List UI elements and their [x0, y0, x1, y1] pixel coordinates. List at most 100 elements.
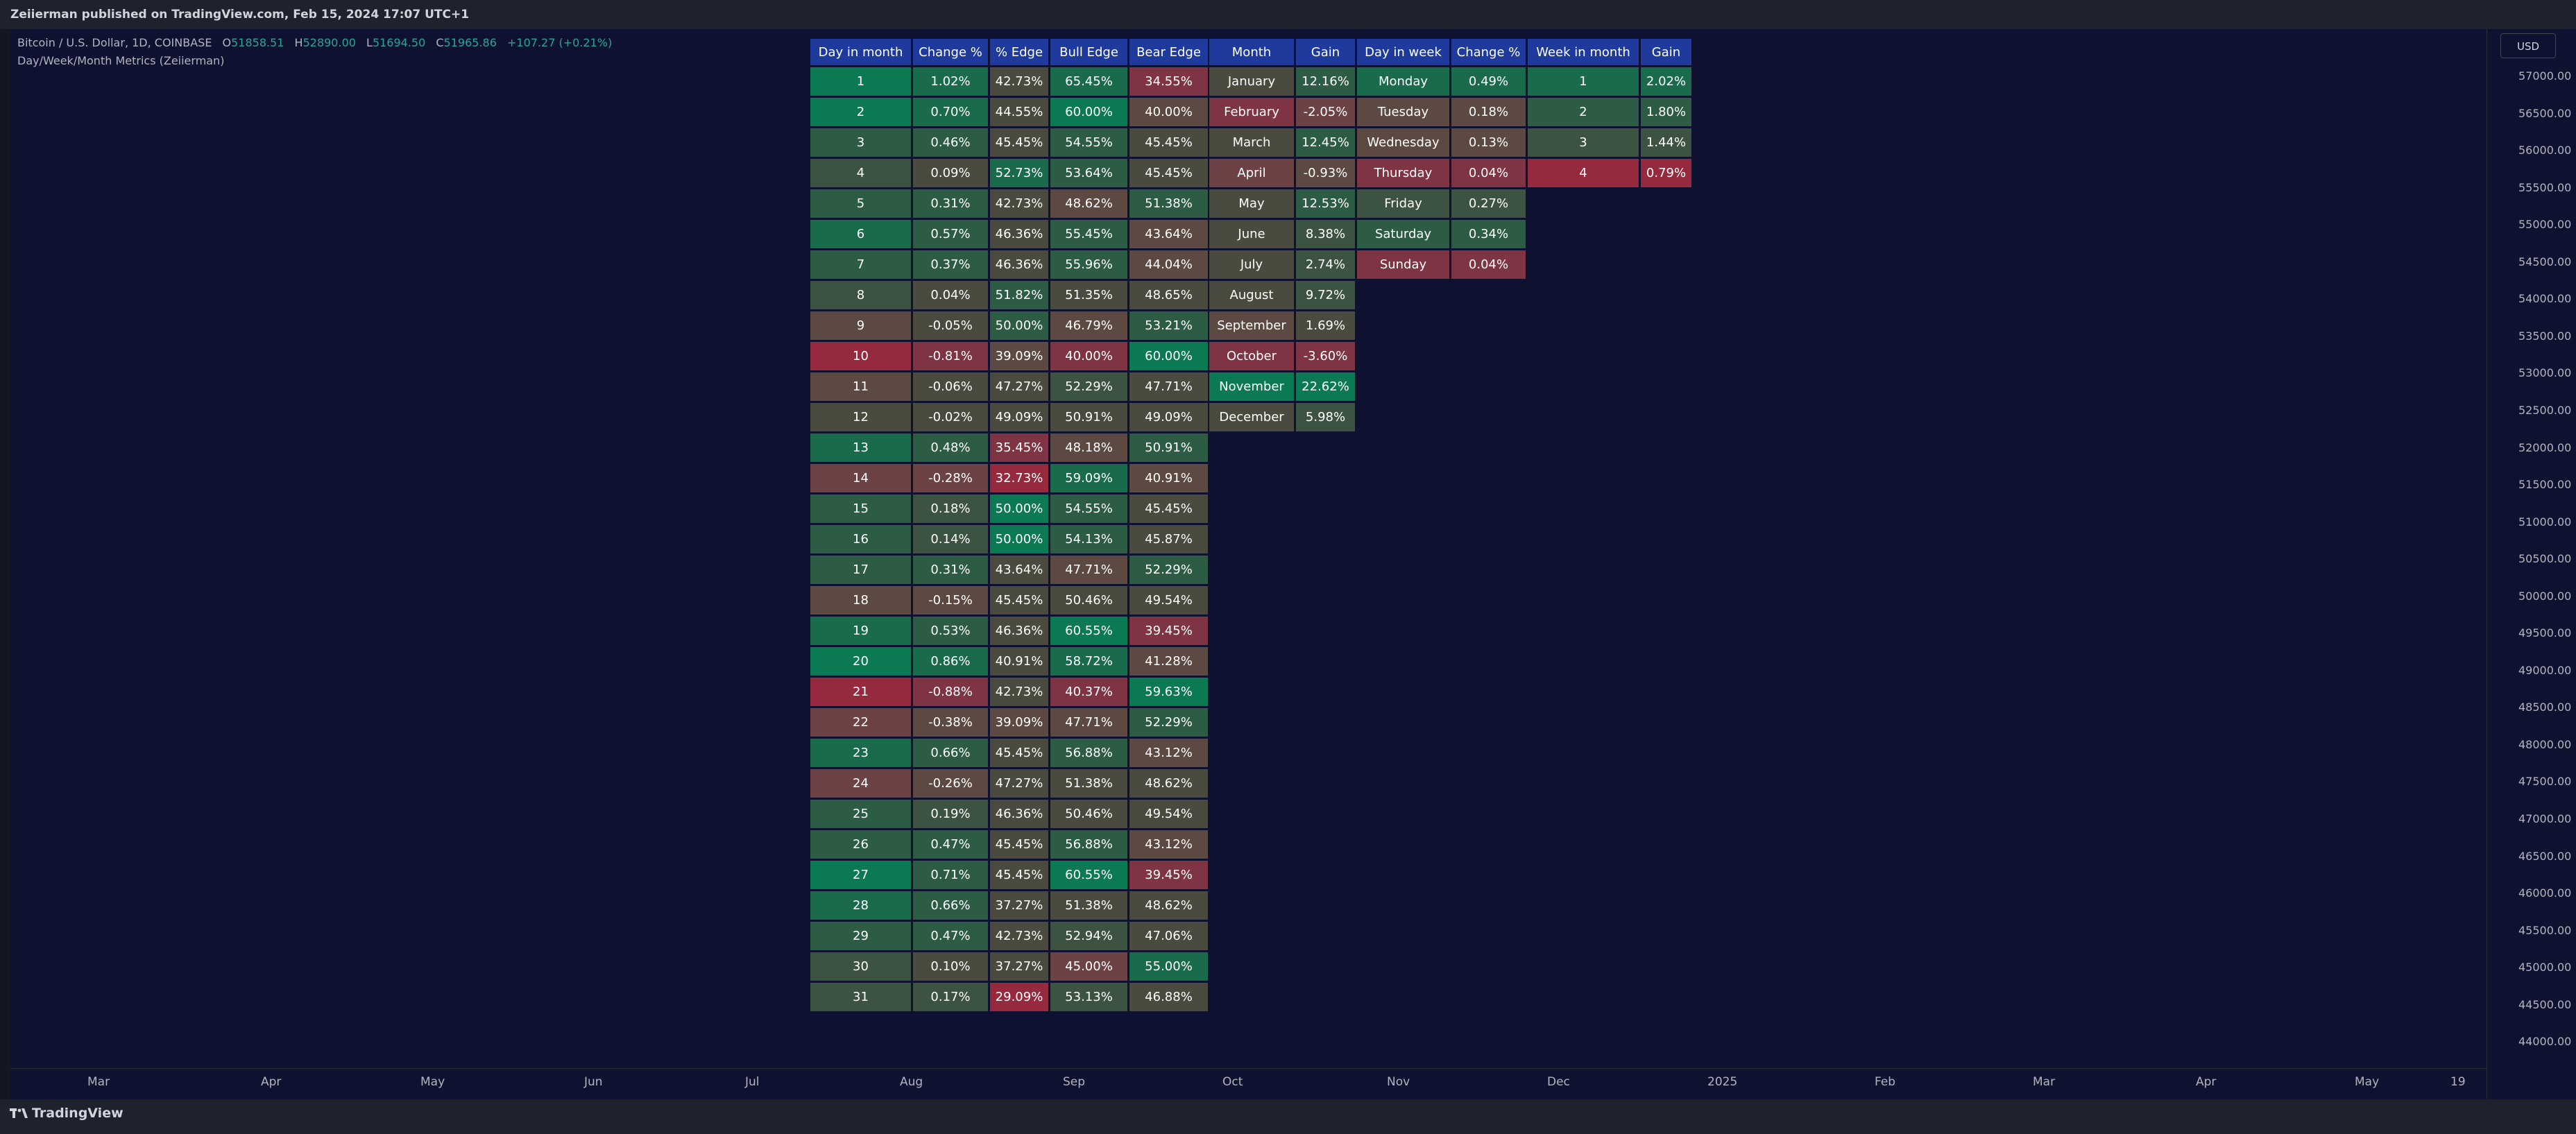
column-header: Gain — [1296, 39, 1355, 65]
table-cell: 60.00% — [1050, 98, 1127, 126]
table-cell: 21 — [810, 678, 911, 706]
time-tick: Mar — [87, 1075, 110, 1089]
table-cell: 47.71% — [1129, 372, 1208, 401]
table-cell: -0.15% — [913, 586, 988, 615]
table-cell: 24 — [810, 769, 911, 798]
table-cell: December — [1209, 403, 1294, 431]
table-cell: 39.45% — [1129, 861, 1208, 889]
table-cell: 1 — [1528, 67, 1639, 96]
table-cell: 52.29% — [1129, 708, 1208, 737]
table-cell: Monday — [1357, 67, 1449, 96]
table-row: 3 1.44% — [1528, 128, 1691, 157]
column-header: Day in week — [1357, 39, 1449, 65]
table-cell: 50.46% — [1050, 800, 1127, 828]
table-cell: 37.27% — [990, 891, 1048, 920]
table-row: May 12.53% — [1209, 189, 1355, 218]
table-cell: September — [1209, 311, 1294, 340]
table-cell: 16 — [810, 525, 911, 553]
table-cell: 51.35% — [1050, 281, 1127, 309]
table-cell: 0.14% — [913, 525, 988, 553]
table-cell: 30 — [810, 952, 911, 981]
table-row: Sunday 0.04% — [1357, 250, 1526, 279]
table-cell: 0.48% — [913, 433, 988, 462]
table-row: 9 -0.05% 50.00% 46.79% 53.21% — [810, 311, 1208, 340]
table-cell: 39.09% — [990, 708, 1048, 737]
table-cell: 29 — [810, 922, 911, 950]
table-cell: 56.88% — [1050, 830, 1127, 859]
table-cell: 52.29% — [1129, 556, 1208, 584]
close-value: 51965.86 — [443, 36, 497, 49]
price-tick: 54000.00 — [2518, 292, 2572, 306]
column-header: Gain — [1641, 39, 1691, 65]
table-cell: 0.86% — [913, 647, 988, 676]
table-cell: 0.47% — [913, 830, 988, 859]
table-row: 1 2.02% — [1528, 67, 1691, 96]
table-cell: 49.09% — [1129, 403, 1208, 431]
price-tick: 46000.00 — [2518, 886, 2572, 900]
table-cell: Wednesday — [1357, 128, 1449, 157]
table-cell: 2 — [810, 98, 911, 126]
symbol-label[interactable]: Bitcoin / U.S. Dollar, 1D, COINBASE — [17, 36, 212, 49]
high-label: H — [294, 36, 303, 49]
table-row: February -2.05% — [1209, 98, 1355, 126]
table-cell: 0.34% — [1451, 220, 1526, 248]
table-cell: 1 — [810, 67, 911, 96]
footer-brand: TradingView — [32, 1106, 123, 1121]
table-cell: 45.45% — [990, 861, 1048, 889]
table-cell: 12.16% — [1296, 67, 1355, 96]
table-cell: 50.00% — [990, 311, 1048, 340]
table-row: April -0.93% — [1209, 159, 1355, 187]
table-cell: -0.26% — [913, 769, 988, 798]
time-axis[interactable] — [10, 1068, 2487, 1100]
price-tick: 51000.00 — [2518, 515, 2572, 529]
tradingview-logo-icon — [10, 1108, 28, 1118]
price-tick: 54500.00 — [2518, 255, 2572, 268]
table-cell: 0.79% — [1641, 159, 1691, 187]
table-cell: 51.38% — [1050, 891, 1127, 920]
table-row: 16 0.14% 50.00% 54.13% 45.87% — [810, 525, 1208, 553]
month-table: Month Gain January 12.16% February -2.05% Mar… — [1207, 37, 1357, 433]
open-value: 51858.51 — [231, 36, 284, 49]
high-value: 52890.00 — [302, 36, 356, 49]
table-cell: 56.88% — [1050, 739, 1127, 767]
ohlc-legend[interactable]: Bitcoin / U.S. Dollar, 1D, COINBASE O518… — [17, 36, 619, 49]
table-row: 19 0.53% 46.36% 60.55% 39.45% — [810, 617, 1208, 645]
table-cell: 58.72% — [1050, 647, 1127, 676]
table-cell: 50.91% — [1050, 403, 1127, 431]
table-cell: 46.88% — [1129, 983, 1208, 1011]
table-cell: 54.55% — [1050, 128, 1127, 157]
table-cell: 3 — [810, 128, 911, 157]
table-cell: 18 — [810, 586, 911, 615]
column-header: Bear Edge — [1129, 39, 1208, 65]
tradingview-logo[interactable]: TradingView — [10, 1106, 123, 1121]
table-row: Thursday 0.04% — [1357, 159, 1526, 187]
table-cell: 34.55% — [1129, 67, 1208, 96]
currency-button[interactable]: USD — [2500, 33, 2556, 58]
table-cell: 45.00% — [1050, 952, 1127, 981]
time-tick: Jul — [745, 1075, 760, 1089]
table-cell: 55.45% — [1050, 220, 1127, 248]
table-cell: 4 — [810, 159, 911, 187]
column-header: Change % — [1451, 39, 1526, 65]
table-row: 13 0.48% 35.45% 48.18% 50.91% — [810, 433, 1208, 462]
table-row: 29 0.47% 42.73% 52.94% 47.06% — [810, 922, 1208, 950]
price-scale[interactable] — [2487, 29, 2576, 1099]
table-row: 21 -0.88% 42.73% 40.37% 59.63% — [810, 678, 1208, 706]
indicator-name[interactable]: Day/Week/Month Metrics (Zeiierman) — [17, 54, 225, 67]
table-cell: 46.79% — [1050, 311, 1127, 340]
table-cell: 1.80% — [1641, 98, 1691, 126]
time-tick: Sep — [1063, 1075, 1086, 1089]
table-cell: 47.06% — [1129, 922, 1208, 950]
table-cell: 49.54% — [1129, 586, 1208, 615]
table-cell: 52.73% — [990, 159, 1048, 187]
time-tick: May — [2355, 1075, 2380, 1089]
table-cell: 53.21% — [1129, 311, 1208, 340]
table-cell: 11 — [810, 372, 911, 401]
table-cell: 12.45% — [1296, 128, 1355, 157]
table-row: 1 1.02% 42.73% 65.45% 34.55% — [810, 67, 1208, 96]
table-cell: 14 — [810, 464, 911, 492]
table-row: 17 0.31% 43.64% 47.71% 52.29% — [810, 556, 1208, 584]
table-cell: January — [1209, 67, 1294, 96]
table-cell: 47.27% — [990, 372, 1048, 401]
table-cell: 25 — [810, 800, 911, 828]
